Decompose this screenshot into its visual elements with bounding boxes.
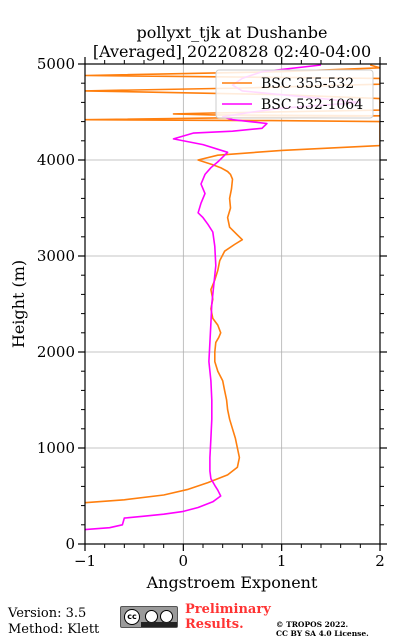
x-tick-label: −1 — [74, 552, 96, 570]
cc-icon: cc — [124, 609, 140, 625]
chart-subtitle: [Averaged] 20220828 02:40-04:00 — [93, 42, 371, 61]
y-tick-label: 5000 — [37, 55, 75, 73]
y-tick-label: 4000 — [37, 151, 75, 169]
method-text: Method: Klett — [8, 622, 100, 637]
preliminary-line-1: Preliminary — [185, 602, 271, 617]
copyright-line-1: © TROPOS 2022. — [276, 620, 349, 629]
copyright-note: © TROPOS 2022. CC BY SA 4.0 License. — [276, 620, 369, 638]
legend: BSC 355-532 BSC 532-1064 — [215, 69, 374, 119]
y-tick-label: 0 — [65, 535, 75, 553]
angstroem-exponent-chart: pollyxt_tjk at Dushanbe [Averaged] 20220… — [9, 23, 387, 592]
x-tick-label: 1 — [277, 552, 287, 570]
plot-frame — [84, 63, 381, 545]
x-tick-label: 0 — [179, 552, 189, 570]
y-axis-label: Height (m) — [9, 260, 28, 348]
preliminary-results-note: Preliminary Results. — [185, 602, 271, 632]
y-tick-label: 1000 — [37, 439, 75, 457]
legend-label: BSC 355-532 — [261, 76, 354, 92]
legend-label: BSC 532-1064 — [261, 97, 363, 113]
series-layer — [85, 64, 380, 531]
y-tick-label: 2000 — [37, 343, 75, 361]
y-tick-label: 3000 — [37, 247, 75, 265]
copyright-line-2: CC BY SA 4.0 License. — [276, 629, 369, 638]
series-line-bsc-532-1064 — [85, 64, 362, 531]
legend-box — [215, 69, 374, 119]
version-text: Version: 3.5 — [8, 606, 87, 621]
preliminary-line-2: Results. — [185, 617, 244, 632]
cc-license-badge[interactable]: cc — [120, 606, 178, 628]
x-tick-label: 2 — [375, 552, 385, 570]
x-axis-label: Angstroem Exponent — [146, 573, 318, 592]
chart-title: pollyxt_tjk at Dushanbe — [136, 23, 327, 42]
license-strip — [141, 622, 177, 627]
